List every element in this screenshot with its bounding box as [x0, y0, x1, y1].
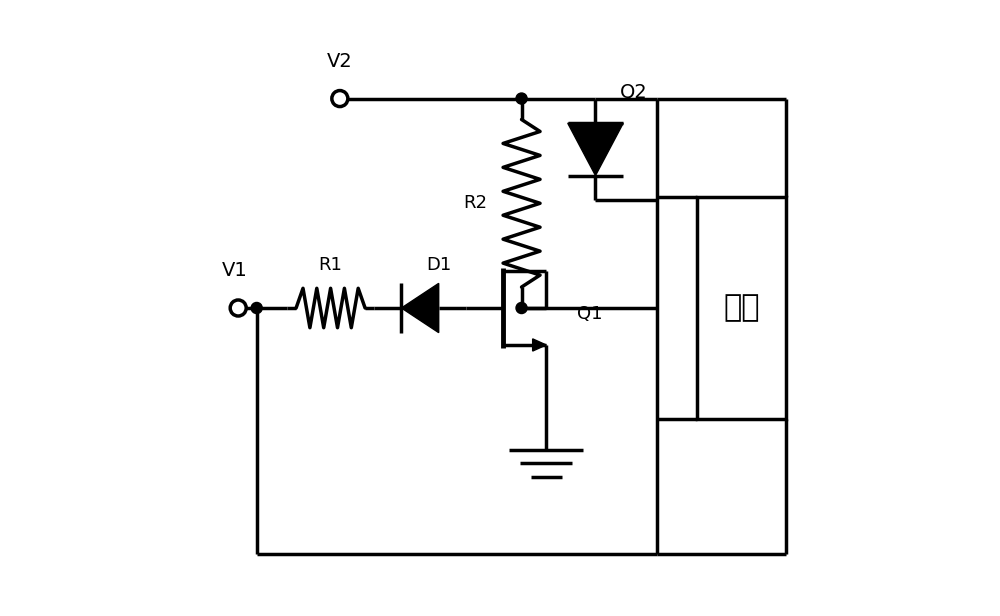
Circle shape [251, 302, 262, 314]
Text: D1: D1 [426, 256, 451, 274]
Text: V1: V1 [222, 261, 248, 280]
Text: V2: V2 [327, 52, 353, 71]
Text: Q1: Q1 [577, 305, 602, 323]
Text: R1: R1 [319, 256, 343, 274]
Polygon shape [401, 283, 439, 333]
FancyBboxPatch shape [697, 197, 786, 419]
Text: R2: R2 [464, 194, 488, 213]
Polygon shape [533, 339, 546, 351]
Text: 负载: 负载 [724, 293, 760, 323]
Circle shape [516, 302, 527, 314]
Circle shape [516, 93, 527, 104]
Polygon shape [568, 123, 623, 176]
Text: Q2: Q2 [620, 83, 648, 102]
